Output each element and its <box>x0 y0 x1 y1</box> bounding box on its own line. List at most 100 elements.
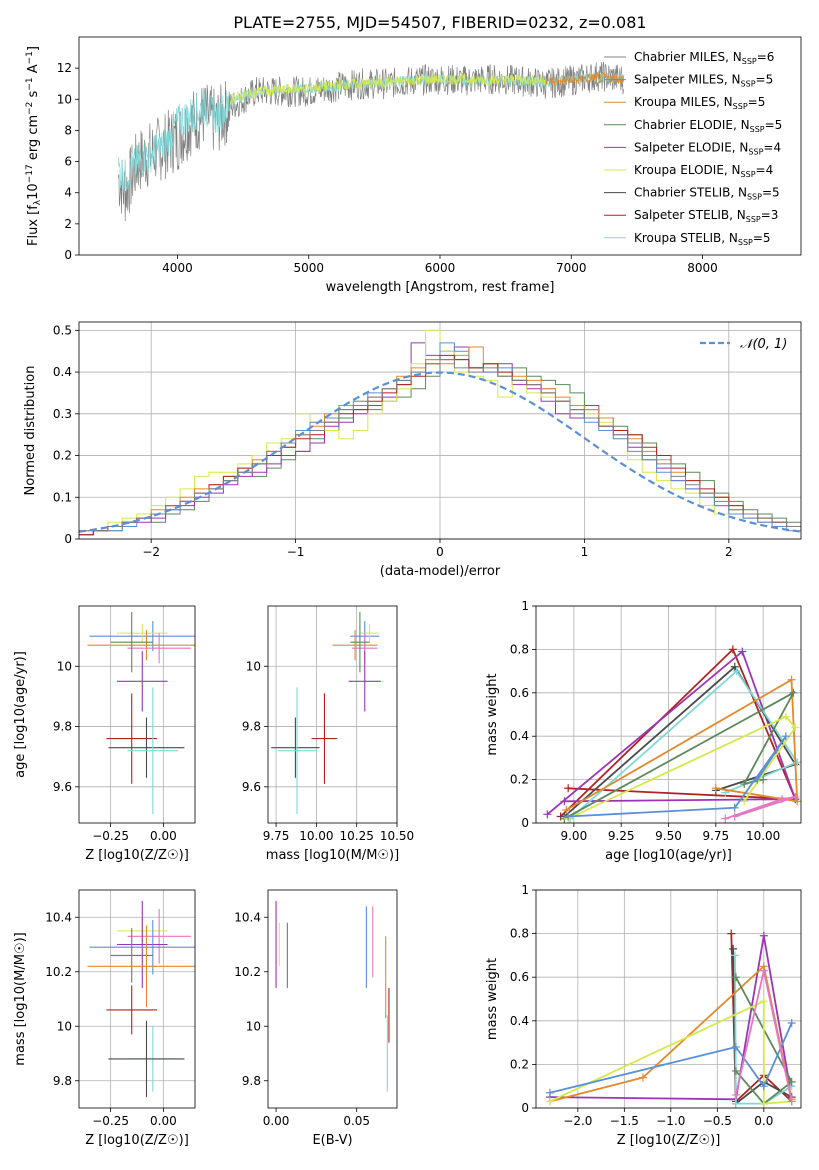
mass-weight-marker <box>759 931 768 940</box>
mass-weight-marker <box>781 732 790 741</box>
y-axis-label: mass weight <box>485 958 500 1040</box>
x-tick-label: 9.50 <box>655 829 682 843</box>
mass-weight-marker <box>729 944 738 953</box>
mass-weight-marker <box>738 647 747 656</box>
mass-weight-marker <box>730 812 739 821</box>
plot-area <box>271 612 381 814</box>
y-tick-label: 9.6 <box>53 780 72 794</box>
y-tick-label: 0 <box>64 532 72 546</box>
mass-weight-marker <box>759 1099 768 1108</box>
legend-label: Chabrier ELODIE, NSSP=5 <box>634 118 782 134</box>
legend: Chabrier MILES, NSSP=6 Salpeter MILES, NS… <box>604 50 782 247</box>
mass-weight-marker <box>731 1066 740 1075</box>
mass-weight-line <box>549 999 792 1105</box>
mass-weight-marker <box>543 810 552 819</box>
y-tick-label: 9.8 <box>242 1074 261 1088</box>
x-tick-label: 4000 <box>162 261 193 275</box>
mass-weight-marker <box>545 1088 554 1097</box>
x-axis-label: mass [log10(M/M☉)] <box>266 848 399 863</box>
axes-spectrum: 4000 5000 6000 7000 8000 0 2 4 6 8 10 12 Chabrier MI… <box>25 13 802 295</box>
mass-weight-line <box>725 796 796 820</box>
axes-massweight-vs-Z: −2.0 −1.5 −1.0 −0.5 0.0 0 0.2 0.4 0.6 0.8 1 Z [log1… <box>485 883 802 1148</box>
x-tick-label: 9.75 <box>263 829 290 843</box>
mass-weight-marker <box>638 1073 647 1082</box>
axes-frame <box>78 605 196 824</box>
mass-weight-line <box>549 1022 793 1094</box>
mass-weight-marker <box>789 688 798 697</box>
axes-frame <box>78 889 196 1109</box>
y-tick-label: 10 <box>57 659 72 673</box>
y-tick-label: 8 <box>64 123 72 137</box>
x-tick-label: 2 <box>725 545 733 559</box>
y-axis-label: mass [log10(M/M☉)] <box>13 932 28 1065</box>
axes-residuals: −2 −1 0 1 2 0 0.1 0.2 0.3 0.4 0.5 𝒩(0, 1) (data-mode… <box>23 321 802 579</box>
mass-weight-marker <box>564 812 573 821</box>
y-tick-label: 0.6 <box>510 970 529 984</box>
y-tick-label: 0 <box>64 248 72 262</box>
mass-weight-marker <box>759 1082 768 1091</box>
x-axis-label: Z [log10(Z/Z☉)] <box>85 1133 189 1148</box>
axes-frame <box>535 605 802 824</box>
x-axis-label: E(B-V) <box>312 1133 352 1148</box>
axes-massweight-vs-age: 9.00 9.25 9.50 9.75 10.00 0 0.2 0.4 0.6 0.8 1 age [… <box>485 599 802 863</box>
mass-weight-marker <box>787 675 796 684</box>
mass-weight-marker <box>791 723 800 732</box>
x-tick-label: 10.50 <box>380 829 414 843</box>
y-tick-label: 9.6 <box>242 780 261 794</box>
mass-weight-marker <box>711 784 720 793</box>
mass-weight-marker <box>781 712 790 721</box>
y-tick-label: 0.3 <box>53 407 72 421</box>
legend-label: Chabrier MILES, NSSP=6 <box>634 50 774 66</box>
mass-weight-marker <box>560 797 569 806</box>
y-tick-label: 10 <box>246 1019 261 1033</box>
y-tick-label: 9.8 <box>53 720 72 734</box>
x-tick-label: 0.05 <box>343 1114 370 1128</box>
mass-weight-marker <box>740 797 749 806</box>
plot-area <box>275 900 390 1092</box>
plot-area <box>87 900 195 1098</box>
x-tick-label: 1 <box>581 545 589 559</box>
y-tick-label: 1 <box>521 883 529 897</box>
y-tick-label: 0.1 <box>53 490 72 504</box>
x-tick-label: 0.00 <box>150 829 177 843</box>
y-tick-label: 10.2 <box>45 965 72 979</box>
y-tick-label: 0.8 <box>510 927 529 941</box>
x-tick-label: −1.0 <box>656 1114 685 1128</box>
mass-weight-marker <box>732 667 741 676</box>
x-axis-label: Z [log10(Z/Z☉)] <box>85 848 189 863</box>
mass-weight-marker <box>730 803 739 812</box>
y-axis-label: age [log10(age/yr)] <box>13 651 28 778</box>
y-tick-label: 2 <box>64 217 72 231</box>
x-tick-label: 0 <box>436 545 444 559</box>
mass-weight-marker <box>759 966 768 975</box>
mass-weight-marker <box>721 814 730 823</box>
y-tick-label: 10.2 <box>234 965 261 979</box>
mass-weight-marker <box>564 784 573 793</box>
x-tick-label: 0.00 <box>150 1114 177 1128</box>
x-tick-label: 10.00 <box>299 829 333 843</box>
x-axis-label: wavelength [Angstrom, rest frame] <box>326 280 555 295</box>
histogram-step <box>79 359 801 532</box>
y-tick-label: 9.8 <box>242 720 261 734</box>
mass-weight-marker <box>787 1018 796 1027</box>
axes-frame <box>78 36 802 256</box>
x-tick-label: −1.5 <box>610 1114 639 1128</box>
y-tick-label: 10.4 <box>45 910 72 924</box>
mass-weight-marker <box>778 795 787 804</box>
histogram-step <box>79 329 801 532</box>
legend-label: 𝒩(0, 1) <box>740 337 787 352</box>
x-tick-label: 9.25 <box>608 829 635 843</box>
y-tick-label: 10 <box>246 659 261 673</box>
plot-area <box>79 329 801 536</box>
legend-label: Kroupa ELODIE, NSSP=4 <box>634 163 773 179</box>
axes-frame <box>78 321 802 540</box>
chart-title: PLATE=2755, MJD=54507, FIBERID=0232, z=0… <box>233 13 646 32</box>
x-tick-label: −0.25 <box>92 829 129 843</box>
mass-weight-marker <box>545 1097 554 1106</box>
axes-mass-vs-ebv: 0.00 0.05 9.8 10 10.2 10.4 E(B-V) <box>234 889 398 1148</box>
mass-weight-marker <box>787 1097 796 1106</box>
y-tick-label: 12 <box>57 61 72 75</box>
legend-label: Chabrier STELIB, NSSP=5 <box>634 186 780 202</box>
x-axis-label: Z [log10(Z/Z☉)] <box>617 1133 721 1148</box>
